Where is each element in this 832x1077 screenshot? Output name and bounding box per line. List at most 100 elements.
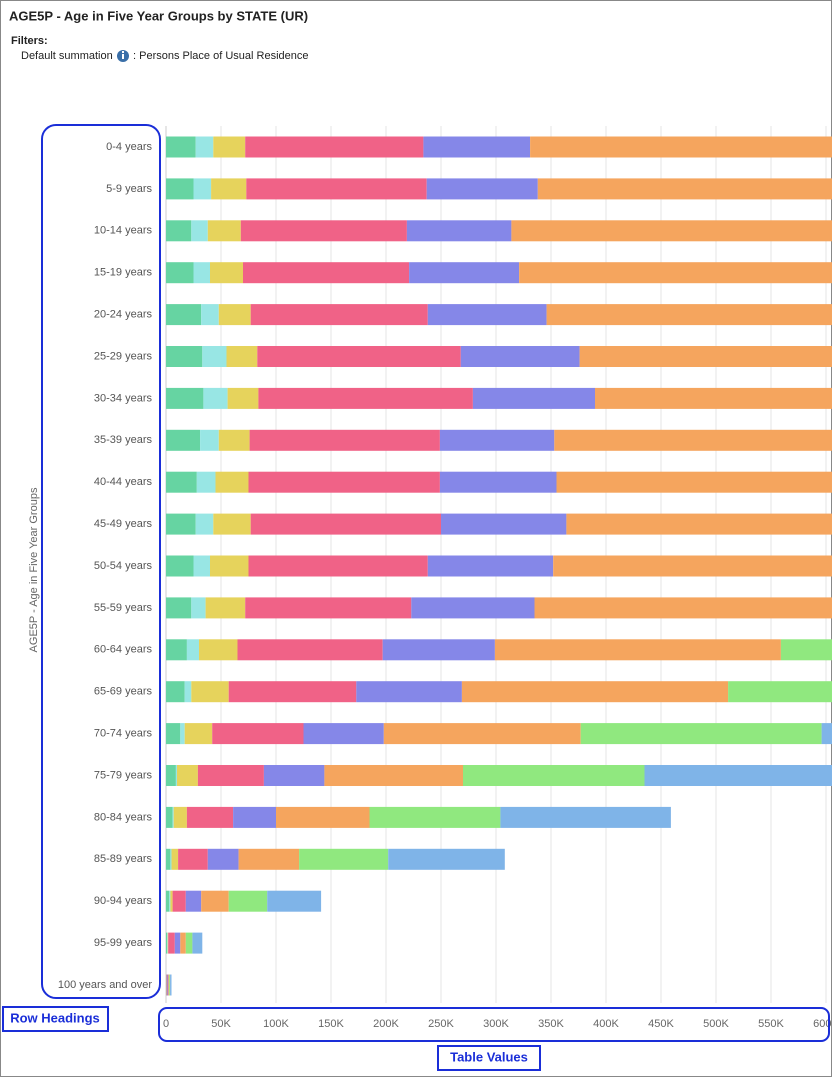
bar-segment (556, 471, 832, 493)
bar-segment (461, 681, 729, 703)
bar-segment (212, 723, 304, 745)
y-tick-label: 55-59 years (94, 602, 153, 614)
x-tick-label: 450K (648, 1018, 674, 1030)
bar-segment (530, 136, 832, 158)
bar-segment (207, 220, 241, 242)
y-tick-label: 65-69 years (94, 686, 153, 698)
bar-segment (215, 471, 249, 493)
x-tick-label: 500K (703, 1018, 729, 1030)
bar-segment (780, 639, 832, 661)
bar-segment (427, 555, 554, 577)
bar-segment (257, 346, 461, 367)
bar-segment (185, 890, 202, 912)
bar-segment (184, 681, 192, 703)
bar-segment (201, 890, 229, 912)
bar-segment (173, 806, 187, 828)
y-tick-label: 0-4 years (106, 141, 152, 153)
bar-segment (167, 932, 169, 954)
info-icon-glyph (122, 51, 124, 53)
bar-segment (579, 346, 832, 367)
bar-segment (409, 262, 520, 284)
bar-segment (233, 806, 276, 828)
y-axis-title: AGE5P - Age in Five Year Groups (28, 487, 40, 652)
bar-segment (554, 429, 832, 451)
y-tick-label: 35-39 years (94, 434, 153, 446)
bar-segment (203, 387, 228, 409)
x-tick-label: 200K (373, 1018, 399, 1030)
y-tick-label: 45-49 years (94, 518, 153, 530)
bar-segment (426, 178, 538, 200)
bar-segment (166, 723, 181, 745)
info-icon-glyph (122, 54, 124, 59)
bar-segment (406, 220, 512, 242)
bar-segment (226, 346, 258, 367)
row-headings-outline (41, 124, 161, 999)
bar-segment (166, 848, 171, 870)
bar-segment (821, 723, 832, 745)
bar-segment (441, 513, 567, 535)
bar-segment (263, 765, 325, 786)
bar-segment (170, 974, 172, 996)
bar-segment (172, 890, 186, 912)
bar-segment (439, 471, 557, 493)
bar-segment (248, 555, 428, 577)
bar-segment (186, 639, 199, 661)
bar-segment (171, 848, 179, 870)
bar-segment (166, 806, 173, 828)
bar-segment (166, 597, 192, 619)
bar-segment (534, 597, 832, 619)
bar-segment (423, 136, 531, 158)
bar-segment (201, 304, 219, 326)
x-tick-label: 50K (211, 1018, 231, 1030)
x-tick-label: 0 (163, 1018, 169, 1030)
bar-segment (243, 262, 410, 284)
bar-segment (191, 220, 208, 242)
y-tick-label: 15-19 years (94, 267, 153, 279)
y-tick-label: 50-54 years (94, 560, 153, 572)
bar-segment (172, 806, 174, 828)
bar-segment (178, 848, 208, 870)
bar-segment (240, 220, 407, 242)
bar-segment (166, 387, 204, 409)
bar-segment (202, 346, 227, 367)
bar-segment (166, 304, 202, 326)
bar-segment (197, 765, 264, 786)
y-tick-label: 100 years and over (58, 979, 153, 991)
bar-segment (250, 304, 428, 326)
bar-segment (168, 932, 175, 954)
bar-segment (205, 597, 246, 619)
bar-segment (166, 220, 192, 242)
bar-segment (519, 262, 832, 284)
bar-segment (199, 639, 238, 661)
bar-segment (324, 765, 463, 786)
bar-segment (566, 513, 832, 535)
bar-segment (303, 723, 384, 745)
annotation-box (2, 1006, 109, 1032)
bar-segment (228, 681, 357, 703)
bar-segment (439, 429, 555, 451)
bar-segment (166, 471, 197, 493)
bar-segment (170, 890, 173, 912)
x-tick-label: 100K (263, 1018, 289, 1030)
bar-segment (166, 555, 194, 577)
annotation-box (437, 1045, 541, 1071)
bar-segment (463, 765, 645, 786)
bar-segment (166, 890, 170, 912)
bar-segment (383, 723, 581, 745)
annotation: Table Values (450, 1049, 528, 1064)
filter-summation: Default summation (21, 50, 113, 62)
x-tick-label: 600K (813, 1018, 832, 1030)
x-tick-label: 400K (593, 1018, 619, 1030)
bar-segment (595, 387, 832, 409)
bar-segment (169, 890, 171, 912)
y-tick-label: 70-74 years (94, 728, 153, 740)
bar-segment (193, 555, 210, 577)
bar-segment (267, 890, 322, 912)
bar-segment (210, 555, 249, 577)
bar-segment (494, 639, 781, 661)
bar-segment (200, 429, 219, 451)
bar-segment (166, 681, 185, 703)
bar-segment (728, 681, 832, 703)
x-tick-label: 250K (428, 1018, 454, 1030)
x-tick-label: 300K (483, 1018, 509, 1030)
